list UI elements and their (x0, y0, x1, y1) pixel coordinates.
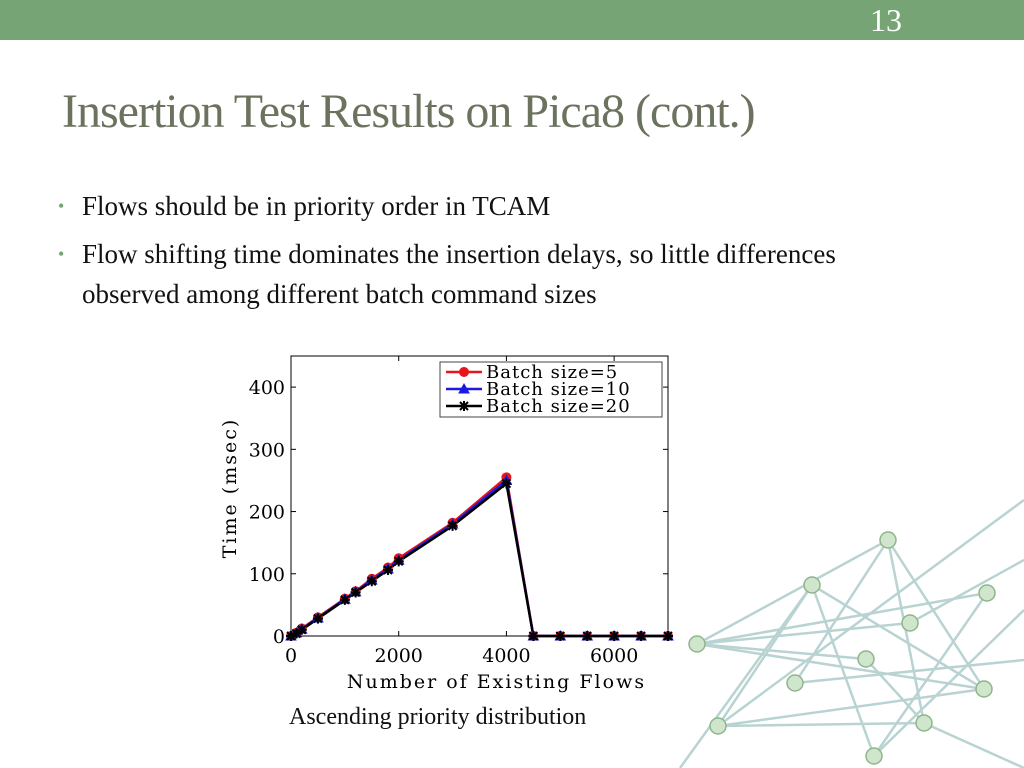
legend-label: Batch size=20 (486, 396, 631, 417)
legend-label: Batch size=10 (486, 379, 631, 400)
marker (339, 594, 350, 605)
x-tick-label: 6000 (590, 645, 638, 667)
bullet: Flow shifting time dominates the inserti… (56, 234, 896, 314)
y-tick-label: 0 (273, 626, 285, 648)
marker (291, 628, 302, 639)
y-tick-label: 100 (249, 564, 285, 586)
marker (312, 613, 323, 624)
marker (296, 624, 307, 635)
bullet-list: Flows should be in priority order in TCA… (56, 186, 896, 322)
chart-caption: Ascending priority distribution (289, 704, 587, 730)
x-tick-label: 4000 (482, 645, 530, 667)
y-tick-label: 300 (249, 439, 285, 461)
marker (663, 631, 673, 641)
marker (286, 631, 296, 641)
marker (447, 520, 458, 531)
y-tick-label: 400 (249, 377, 285, 399)
network-nodes (688, 531, 996, 765)
legend-label: Batch size=5 (486, 362, 618, 383)
marker (636, 631, 647, 641)
x-axis-label: Number of Existing Flows (347, 671, 646, 693)
marker (393, 556, 404, 567)
slide-title: Insertion Test Results on Pica8 (cont.) (62, 85, 756, 138)
x-tick-label: 2000 (375, 645, 423, 667)
marker (501, 478, 512, 489)
marker (366, 576, 377, 587)
marker (609, 631, 620, 641)
y-tick-label: 200 (249, 502, 285, 524)
marker (555, 631, 566, 641)
x-tick-label: 0 (285, 645, 297, 667)
marker (382, 565, 393, 576)
marker (459, 367, 469, 377)
slide-number: 13 (870, 2, 902, 38)
marker (458, 382, 470, 394)
marker (459, 401, 469, 411)
bullet: Flows should be in priority order in TCA… (56, 186, 896, 226)
y-axis-label: Time (msec) (219, 418, 241, 559)
marker (582, 631, 593, 641)
network-decoration (678, 498, 1024, 768)
marker (350, 587, 361, 598)
top-bar (0, 0, 1024, 40)
marker (528, 631, 539, 641)
